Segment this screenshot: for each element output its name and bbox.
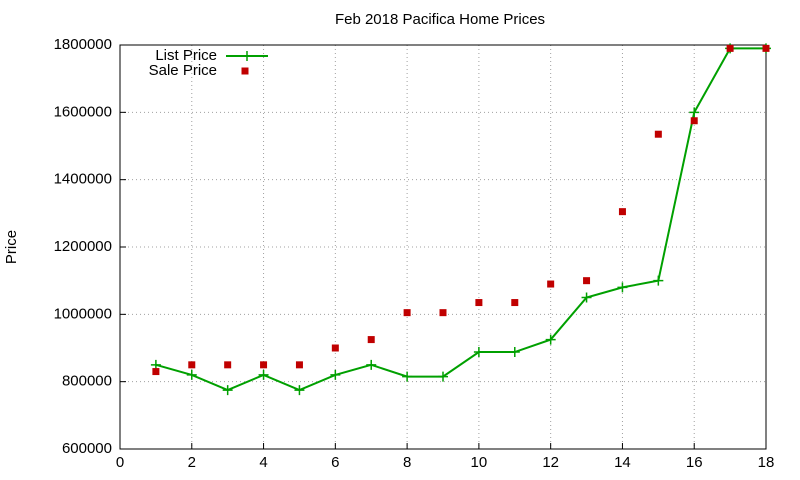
x-tick-label: 8 <box>403 454 411 471</box>
point <box>581 292 592 303</box>
point <box>509 347 520 358</box>
point <box>547 280 555 288</box>
x-tick-label: 16 <box>686 454 703 471</box>
point <box>689 107 700 118</box>
legend-marker <box>242 51 252 61</box>
y-tick-label: 1000000 <box>54 305 112 322</box>
point <box>331 344 339 352</box>
x-tick-label: 6 <box>331 454 339 471</box>
y-axis-label: Price <box>3 230 20 264</box>
point <box>473 347 484 358</box>
y-tick-label: 1800000 <box>54 36 112 53</box>
x-tick-label: 12 <box>542 454 559 471</box>
point <box>222 385 233 396</box>
point <box>366 359 377 370</box>
point <box>367 336 375 344</box>
x-tick-label: 14 <box>614 454 631 471</box>
point <box>188 361 196 369</box>
point <box>762 44 770 52</box>
y-tick-label: 600000 <box>62 440 112 457</box>
legend-marker <box>241 67 249 75</box>
point <box>260 361 268 369</box>
point <box>511 299 519 307</box>
y-tick-label: 1200000 <box>54 238 112 255</box>
series-line <box>155 47 766 392</box>
point <box>224 361 232 369</box>
y-tick-label: 1600000 <box>54 103 112 120</box>
legend-label: List Price <box>155 47 217 64</box>
point <box>690 117 698 125</box>
point <box>583 277 591 285</box>
chart-title: Feb 2018 Pacifica Home Prices <box>335 11 545 28</box>
point <box>439 309 447 317</box>
point <box>295 361 303 369</box>
x-tick-label: 0 <box>116 454 124 471</box>
point <box>545 334 556 345</box>
x-tick-label: 4 <box>259 454 267 471</box>
point <box>475 299 483 307</box>
point <box>330 369 341 380</box>
point <box>654 130 662 138</box>
plot-frame <box>119 44 767 450</box>
x-tick-label: 2 <box>188 454 196 471</box>
point <box>152 368 160 376</box>
point <box>402 371 413 382</box>
point <box>618 208 626 216</box>
point <box>617 282 628 293</box>
point <box>258 369 269 380</box>
legend-label: Sale Price <box>149 62 217 79</box>
point <box>403 309 411 317</box>
point <box>294 385 305 396</box>
y-tick-label: 1400000 <box>54 171 112 188</box>
x-tick-label: 18 <box>758 454 775 471</box>
point <box>438 371 448 382</box>
point <box>653 275 664 286</box>
y-tick-label: 800000 <box>62 373 112 390</box>
point <box>186 369 197 380</box>
point <box>726 44 734 52</box>
x-tick-label: 10 <box>471 454 488 471</box>
